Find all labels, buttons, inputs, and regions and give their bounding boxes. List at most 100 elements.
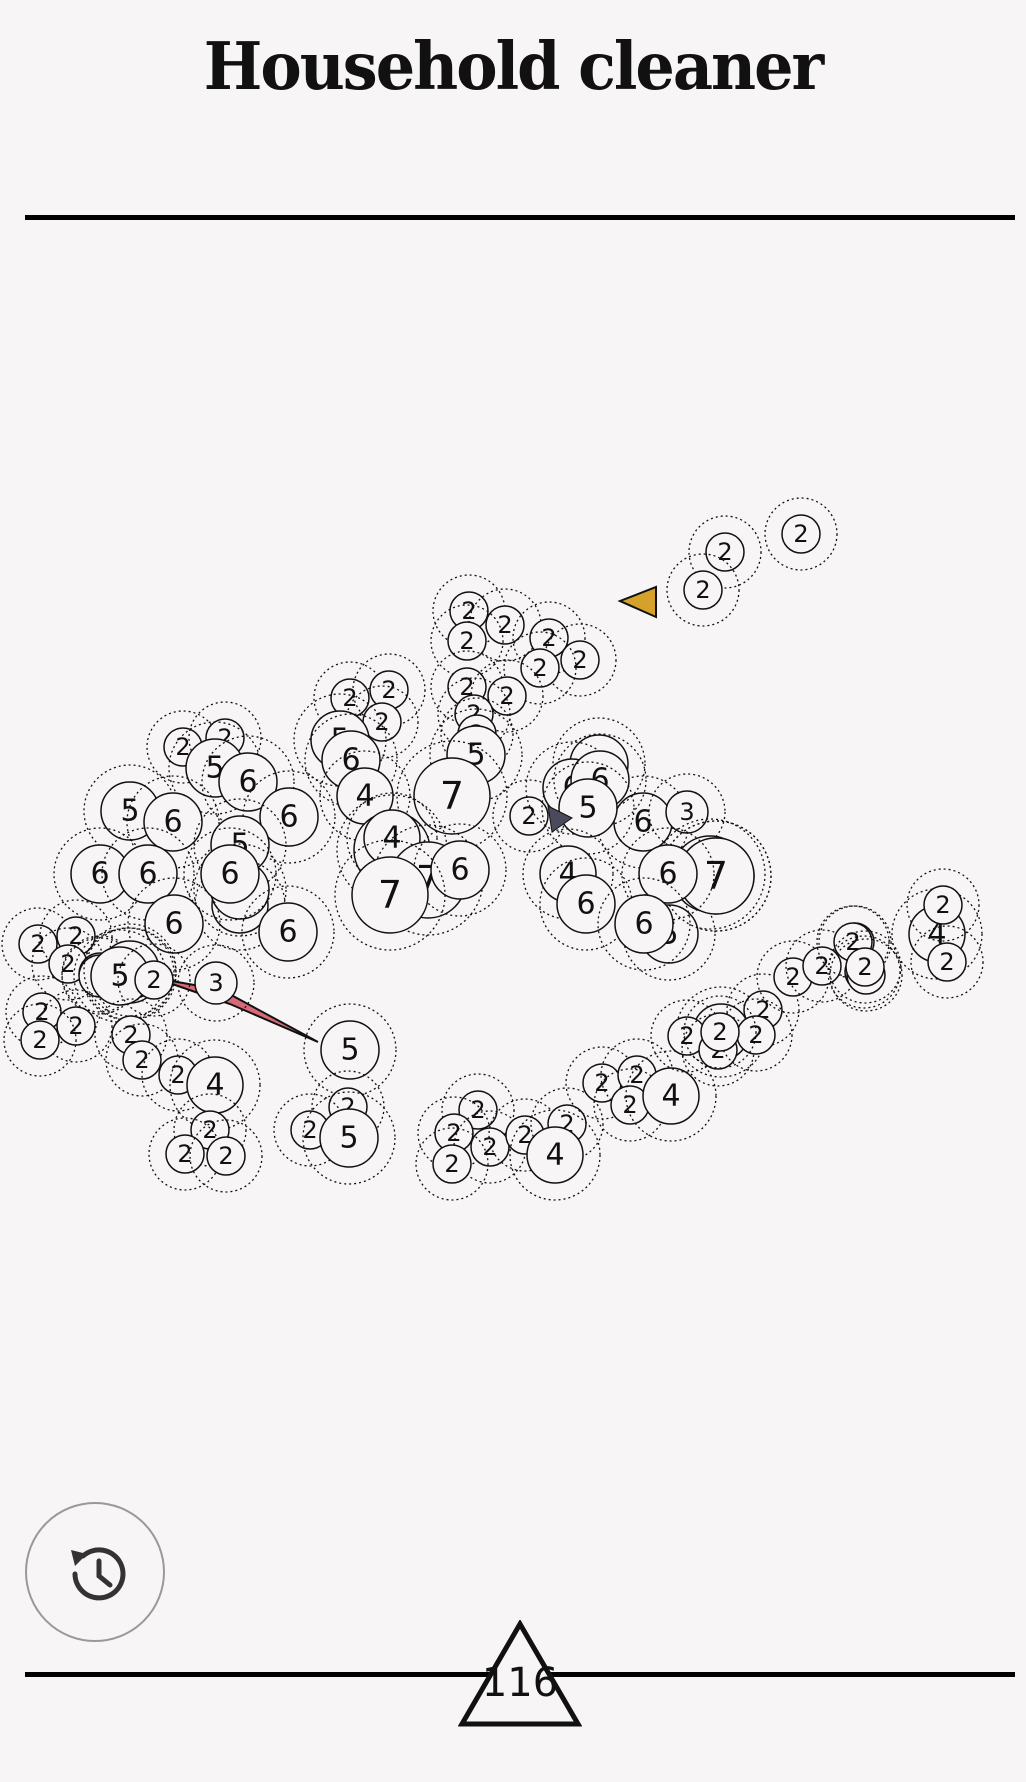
bubble-circle: [614, 894, 674, 954]
bubble-value: 2: [541, 624, 556, 652]
bubble[interactable]: 6: [201, 735, 295, 829]
bubble[interactable]: 7: [396, 740, 508, 852]
bubble[interactable]: 2: [503, 631, 577, 705]
bubble[interactable]: 7: [660, 820, 772, 932]
bubble[interactable]: 5: [302, 1091, 396, 1185]
gold-triangle-icon[interactable]: [617, 585, 657, 619]
bubble[interactable]: 2: [148, 1117, 222, 1191]
bubble[interactable]: 2: [512, 601, 586, 675]
bubble[interactable]: 2: [828, 930, 902, 1004]
bubble-value: 4: [661, 1079, 680, 1114]
bubble[interactable]: 2: [906, 868, 980, 942]
history-button[interactable]: [25, 1502, 165, 1642]
bubble-value: 6: [576, 887, 595, 922]
bubble-value: 5: [120, 794, 139, 829]
bubble-circle: [320, 1020, 380, 1080]
bubble-circle: [526, 1126, 584, 1184]
bubble-halo: [177, 944, 255, 1022]
bubble[interactable]: 2: [666, 553, 740, 627]
bubble-value: 6: [238, 765, 257, 800]
bubble-value: 2: [717, 538, 732, 566]
bubble-value: 4: [382, 821, 401, 856]
bubble-halo: [193, 843, 287, 937]
bubble-value: 2: [459, 627, 474, 655]
bubble[interactable]: 6: [241, 885, 335, 979]
bubble[interactable]: 2: [764, 497, 838, 571]
bubble[interactable]: 2: [683, 995, 757, 1069]
bubble-circle: [118, 844, 178, 904]
bubble-value: 6: [278, 915, 297, 950]
bubble-value: 7: [440, 774, 464, 818]
bubble-halo: [413, 823, 507, 917]
bubble[interactable]: 6: [597, 877, 691, 971]
bubble-halo: [303, 1003, 397, 1097]
bubble-value: 2: [499, 682, 514, 710]
bubble[interactable]: 2: [441, 1073, 515, 1147]
bubble[interactable]: 2: [117, 943, 191, 1017]
bubble-circle: [509, 796, 549, 836]
bubble[interactable]: 2: [719, 998, 793, 1072]
bubble[interactable]: 6: [621, 827, 715, 921]
bubble[interactable]: 2: [189, 1119, 263, 1193]
bubble-halo: [3, 1003, 77, 1077]
bubble[interactable]: 2: [688, 515, 762, 589]
bubble[interactable]: 6: [539, 857, 633, 951]
bubble-circle: [122, 1040, 162, 1080]
bubble[interactable]: 2: [910, 925, 984, 999]
dark-triangle-icon[interactable]: [547, 805, 573, 833]
bubble[interactable]: 2: [3, 1003, 77, 1077]
bubble[interactable]: 2: [453, 1110, 527, 1184]
bubble[interactable]: 3: [648, 773, 726, 851]
bubble[interactable]: 5: [541, 761, 635, 855]
bubble-halo: [828, 930, 902, 1004]
bubble-halo: [541, 761, 635, 855]
bubble[interactable]: 4: [625, 1050, 717, 1142]
bubble[interactable]: 2: [415, 1127, 489, 1201]
bubble-circle: [923, 885, 963, 925]
bubble[interactable]: 2: [785, 929, 859, 1003]
bubble-circle: [143, 792, 203, 852]
bubble-value: 2: [622, 1091, 637, 1119]
bubble[interactable]: 6: [183, 827, 277, 921]
bubble-value: 6: [138, 857, 157, 892]
bubble-circle: [432, 1144, 472, 1184]
bubble[interactable]: 3: [177, 944, 255, 1022]
bubble-value: 6: [450, 853, 469, 888]
bubble[interactable]: 4: [169, 1039, 261, 1131]
bubble-halo: [83, 927, 177, 1021]
bubble[interactable]: 2: [543, 623, 617, 697]
bubble-value: 2: [32, 1026, 47, 1054]
bubble[interactable]: 6: [101, 827, 195, 921]
bubble-value: 2: [446, 1119, 461, 1147]
bubble[interactable]: 2: [470, 659, 544, 733]
bubble[interactable]: 6: [242, 770, 336, 864]
bubble-circle: [430, 840, 490, 900]
bubble[interactable]: 6: [127, 877, 221, 971]
bubble[interactable]: 4: [509, 1109, 601, 1201]
bubble-value: 6: [279, 800, 298, 835]
bubble-value: 2: [517, 1121, 532, 1149]
bubble-halo: [304, 713, 398, 807]
bubble-value: 2: [470, 1096, 485, 1124]
game-title: Household cleaner: [203, 28, 824, 105]
bubble[interactable]: 5: [303, 1003, 397, 1097]
bubble-halo: [543, 623, 617, 697]
bubble[interactable]: 2: [593, 1068, 667, 1142]
bubble-value: 2: [785, 963, 800, 991]
bubble[interactable]: 2: [39, 989, 113, 1063]
bubble-value: 2: [381, 676, 396, 704]
bubble-value: 5: [340, 1033, 359, 1068]
bubble[interactable]: 7: [334, 839, 446, 951]
bubble[interactable]: 6: [126, 775, 220, 869]
bubble[interactable]: 2: [430, 604, 504, 678]
bubble-value: 2: [30, 930, 45, 958]
bubble[interactable]: 6: [53, 827, 147, 921]
bubble-halo: [660, 820, 772, 932]
bubble-halo: [81, 927, 175, 1021]
bubble[interactable]: 6: [413, 823, 507, 917]
bubble-halo: [127, 877, 221, 971]
bubble[interactable]: 2: [417, 1096, 491, 1170]
bubble-halo: [621, 827, 715, 921]
bubble-value: 2: [146, 966, 161, 994]
